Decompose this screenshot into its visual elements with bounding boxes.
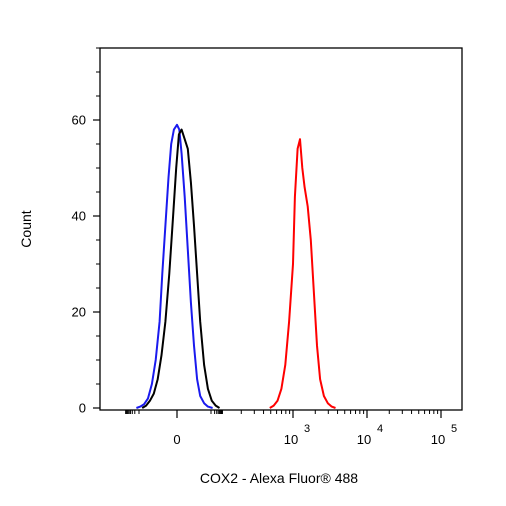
x-tick-label-exponent: 5 [451,423,457,435]
axis-layer: 0 20 40 60 0 10 3 10 4 10 5 [72,47,457,447]
x-tick-label: 10 [431,432,445,447]
y-axis-title: Count [18,210,34,247]
y-tick-label: 20 [72,305,86,320]
histogram-series-0 [136,123,213,409]
x-tick-label: 0 [173,432,180,447]
x-tick-label: 10 [284,432,298,447]
y-tick-label: 40 [72,209,86,224]
plot-frame [99,47,463,411]
series-layer [136,123,336,409]
x-tick-label-exponent: 3 [304,423,310,435]
histogram-series-2 [269,138,336,409]
x-tick-label: 10 [357,432,371,447]
y-tick-label: 60 [72,113,86,128]
x-tick-label-exponent: 4 [377,423,383,435]
histogram-series-1 [141,128,221,409]
y-tick-label: 0 [79,401,86,416]
x-axis-title: COX2 - Alexa Fluor® 488 [200,470,358,486]
